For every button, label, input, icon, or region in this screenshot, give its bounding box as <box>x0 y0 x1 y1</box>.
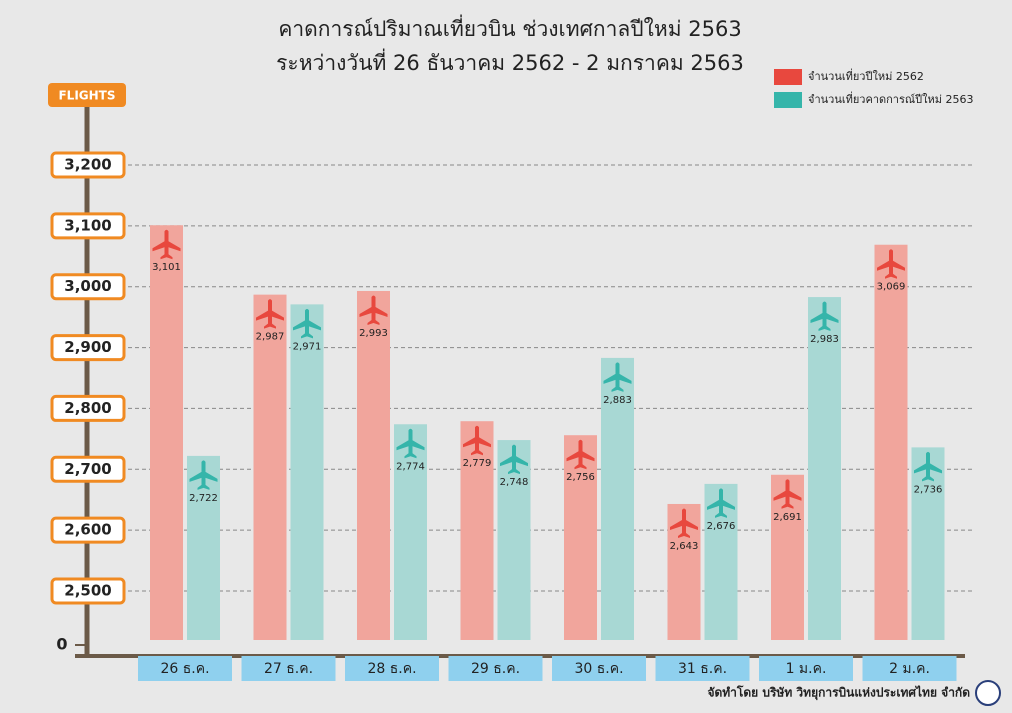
y-tick-box <box>50 577 126 605</box>
value-label: 2,883 <box>603 395 632 406</box>
category-box <box>241 656 336 681</box>
y-tick-label: 2,700 <box>64 460 111 478</box>
value-label: 3,101 <box>152 262 181 273</box>
value-label: 2,983 <box>810 334 839 345</box>
y-tick-box <box>50 516 126 544</box>
category-box <box>138 656 232 681</box>
y-tick-box <box>50 334 126 362</box>
value-label: 3,069 <box>877 282 906 293</box>
x-tick-label: 2 ม.ค. <box>889 661 930 677</box>
plane-icon <box>670 508 698 538</box>
y-tick-label: 3,100 <box>64 216 111 234</box>
logo <box>975 680 1001 706</box>
category-box <box>345 656 439 681</box>
legend-swatch <box>774 69 802 85</box>
category-box <box>552 656 646 681</box>
value-label: 2,748 <box>500 477 529 488</box>
y-tick-label: 3,200 <box>64 156 111 174</box>
bar <box>150 225 183 640</box>
x-tick-label: 28 ธ.ค. <box>367 661 416 677</box>
plane-icon <box>707 488 735 518</box>
y-tick-label: 2,600 <box>64 521 111 539</box>
plane-icon <box>810 301 839 332</box>
category-box <box>862 656 957 681</box>
value-label: 2,691 <box>773 512 802 523</box>
plane-icon <box>500 444 528 475</box>
x-tick-label: 30 ธ.ค. <box>574 661 623 677</box>
plane-icon <box>914 451 942 482</box>
value-label: 2,971 <box>293 341 322 352</box>
y-tick-box <box>50 273 126 301</box>
category-box <box>448 656 543 681</box>
bar <box>394 424 427 640</box>
legend-label: จำนวนเที่ยวปีใหม่ 2562 <box>808 68 924 83</box>
y-axis-label: FLIGHTS <box>58 89 115 103</box>
category-box <box>655 656 750 681</box>
bar <box>460 421 494 640</box>
legend-label: จำนวนเที่ยวคาดการณ์ปีใหม่ 2563 <box>808 91 973 106</box>
bar <box>290 304 324 640</box>
y-tick-label: 2,800 <box>64 399 111 417</box>
plane-icon <box>463 425 491 456</box>
bar <box>911 447 945 640</box>
y-tick-box <box>50 394 126 422</box>
y-tick-label: 0 <box>56 635 67 654</box>
value-label: 2,643 <box>670 541 699 552</box>
plane-icon <box>566 439 595 470</box>
plane-icon <box>396 428 425 459</box>
value-label: 2,779 <box>463 458 492 469</box>
value-label: 2,676 <box>707 521 736 532</box>
x-tick-label: 1 ม.ค. <box>786 661 827 677</box>
plane-icon <box>877 249 905 279</box>
bar <box>808 297 841 640</box>
plane-icon <box>359 295 388 325</box>
footer: จัดทำโดย บริษัท วิทยุการบินแห่งประเทศไทย… <box>707 685 970 701</box>
y-tick-label: 2,500 <box>64 582 111 600</box>
y-tick-box <box>50 455 126 483</box>
legend-swatch <box>774 92 802 108</box>
value-label: 2,756 <box>566 472 595 483</box>
bar <box>564 435 597 640</box>
plane-icon <box>189 460 218 490</box>
y-label-box <box>48 83 126 107</box>
plane-icon <box>293 308 321 339</box>
value-label: 2,736 <box>914 484 943 495</box>
value-label: 2,722 <box>189 493 218 504</box>
plane-icon <box>773 479 802 509</box>
bar <box>601 357 634 640</box>
bar <box>357 290 390 640</box>
x-tick-label: 27 ธ.ค. <box>264 661 313 677</box>
plane-icon <box>152 229 181 260</box>
x-tick-label: 29 ธ.ค. <box>471 661 520 677</box>
chart-subtitle: ระหว่างวันที่ 26 ธันวาคม 2562 - 2 มกราคม… <box>276 48 744 75</box>
value-label: 2,987 <box>256 332 285 343</box>
y-tick-box <box>50 151 126 179</box>
bar <box>497 440 531 640</box>
bar <box>874 244 908 641</box>
plane-icon <box>256 299 284 329</box>
bar <box>253 294 287 640</box>
value-label: 2,993 <box>359 328 388 339</box>
chart-title: คาดการณ์ปริมาณเที่ยวบิน ช่วงเทศกาลปีใหม่… <box>278 14 741 41</box>
category-box <box>759 656 853 681</box>
y-tick-box <box>50 212 126 240</box>
y-tick-label: 2,900 <box>64 338 111 356</box>
value-label: 2,774 <box>396 461 425 472</box>
x-tick-label: 26 ธ.ค. <box>160 661 209 677</box>
y-tick-label: 3,000 <box>64 277 111 295</box>
plane-icon <box>603 362 632 392</box>
x-tick-label: 31 ธ.ค. <box>678 661 727 677</box>
